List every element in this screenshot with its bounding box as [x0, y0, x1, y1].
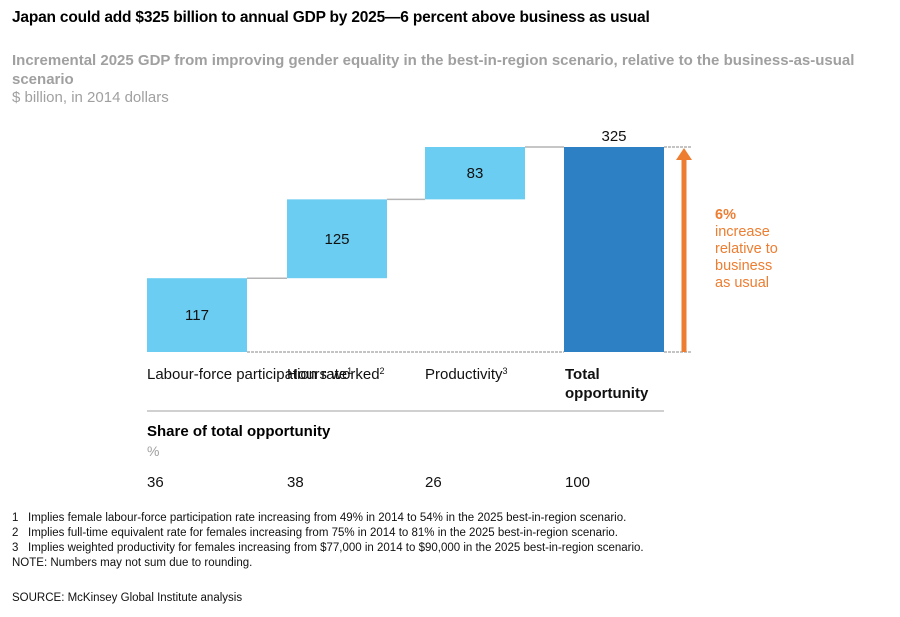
increase-callout: 6% increase relative to business as usua… [715, 207, 825, 292]
callout-line: business [715, 258, 773, 274]
data-label-4: 325 [601, 128, 626, 145]
chart-title: Japan could add $325 billion to annual G… [12, 9, 650, 26]
data-label-3: 83 [467, 165, 484, 182]
share-value-hours-worked: 38 [287, 474, 304, 491]
callout-percent: 6% [715, 207, 736, 223]
footnote-1: 1 Implies female labour-force participati… [12, 512, 627, 524]
footnote-marker: 1 [347, 366, 353, 376]
category-label-total-opportunity: Total opportunity [565, 366, 649, 402]
share-value-total: 100 [565, 474, 591, 491]
share-value-labour-force: 36 [147, 474, 164, 491]
increase-arrow-head-icon [676, 148, 692, 160]
callout-line: relative to [715, 241, 778, 257]
category-label-hours-worked: Hours worked2 [287, 366, 385, 383]
share-unit: % [147, 443, 160, 459]
bar-2 [287, 199, 387, 279]
category-label-labour-force: Labour-force participation rate1 [147, 366, 353, 383]
share-value-productivity: 26 [425, 474, 442, 491]
footnote-2: 2 Implies full-time equivalent rate for f… [12, 527, 619, 539]
share-title: Share of total opportunity [147, 423, 331, 440]
callout-line: increase [715, 224, 770, 240]
category-label-productivity: Productivity3 [425, 366, 508, 383]
bar-4 [564, 147, 664, 352]
data-label-1: 117 [185, 307, 209, 324]
footnote-marker: 3 [502, 366, 508, 376]
chart-subtitle: Incremental 2025 GDP from improving gend… [12, 52, 855, 88]
data-label-2: 125 [324, 231, 349, 248]
source: SOURCE: McKinsey Global Institute analys… [12, 592, 243, 604]
note: NOTE: Numbers may not sum due to roundin… [12, 557, 253, 569]
footnote-marker: 2 [379, 366, 385, 376]
bar-3 [425, 147, 525, 200]
callout-line: as usual [715, 275, 770, 291]
unit-label: $ billion, in 2014 dollars [12, 89, 169, 106]
bar-1 [147, 278, 247, 352]
section-divider [147, 410, 664, 412]
footnote-3: 3 Implies weighted productivity for femal… [12, 542, 644, 554]
